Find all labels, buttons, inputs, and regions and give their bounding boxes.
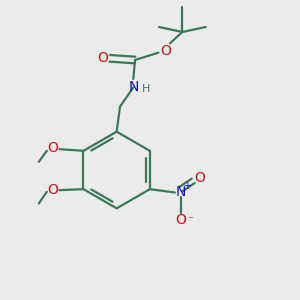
Text: ⁻: ⁻ [187, 215, 193, 225]
Text: O: O [194, 171, 205, 185]
Text: O: O [176, 213, 186, 227]
Text: O: O [160, 44, 171, 58]
Text: H: H [142, 84, 150, 94]
Text: +: + [183, 181, 191, 191]
Text: O: O [47, 182, 58, 197]
Text: O: O [47, 142, 58, 155]
Text: O: O [97, 51, 108, 65]
Text: N: N [176, 185, 186, 199]
Text: N: N [128, 80, 139, 94]
